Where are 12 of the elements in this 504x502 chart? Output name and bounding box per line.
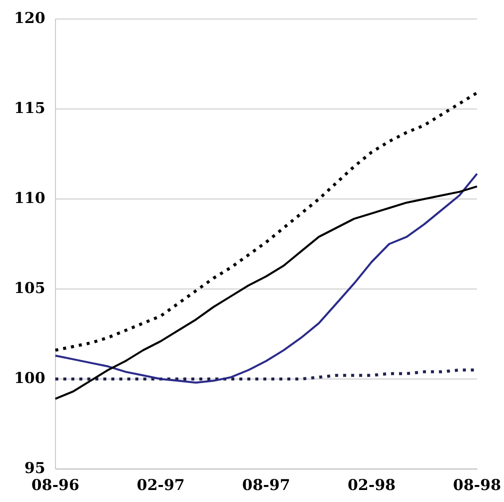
y-tick-label: 115 xyxy=(14,98,46,117)
y-tick-label: 95 xyxy=(24,458,46,477)
x-tick-label: 08-98 xyxy=(453,476,502,494)
y-tick-label: 110 xyxy=(14,188,46,207)
y-tick-label: 100 xyxy=(14,368,46,387)
x-tick-label: 02-98 xyxy=(348,476,396,494)
y-tick-label: 120 xyxy=(14,8,46,27)
y-tick-label: 105 xyxy=(14,278,46,297)
x-tick-label: 08-97 xyxy=(242,476,290,494)
line-series xyxy=(54,91,479,352)
x-tick-label: 08-96 xyxy=(31,476,80,494)
x-tick-label: 02-97 xyxy=(136,476,185,494)
